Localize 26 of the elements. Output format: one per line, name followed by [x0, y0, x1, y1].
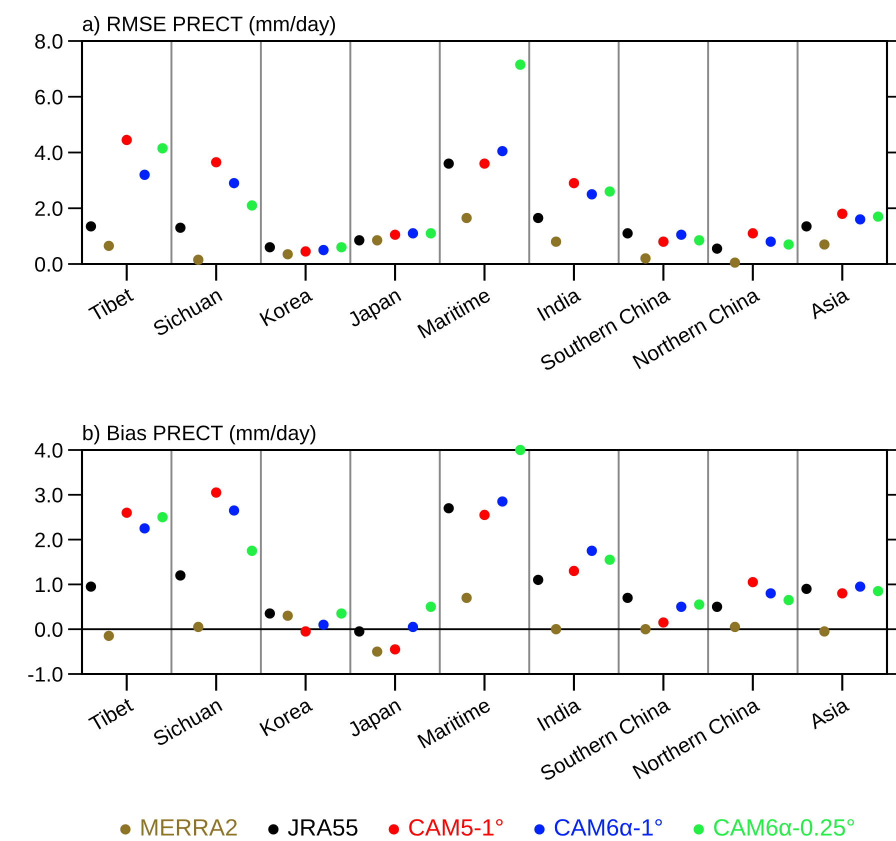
chart-title: a) RMSE PRECT (mm/day): [82, 16, 335, 36]
x-tick-label: India: [536, 286, 582, 322]
x-tick-label: Asia: [807, 286, 850, 320]
y-tick-label: 2.0: [35, 201, 62, 216]
y-tick-label: -1.0: [28, 667, 62, 682]
y-tick-label: 4.0: [34, 443, 62, 458]
chart-title: b) Bias PRECT (mm/day): [83, 424, 316, 444]
legend-label: CAM6α-1°: [554, 819, 662, 836]
x-tick-label: Tibet: [88, 696, 134, 732]
x-tick-label: Tibet: [88, 286, 134, 322]
legend-label: CAM5-1°: [409, 819, 503, 836]
y-tick-label: 8.0: [35, 34, 62, 49]
y-tick-label: 6.0: [35, 90, 62, 105]
y-tick-label: 3.0: [35, 488, 62, 503]
y-tick-label: 0.0: [35, 257, 62, 272]
y-tick-label: 1.0: [36, 577, 62, 592]
legend-label: MERRA2: [142, 819, 237, 836]
y-tick-label: 2.0: [35, 532, 62, 548]
y-tick-label: 4.0: [34, 146, 62, 160]
x-tick-label: India: [536, 696, 582, 732]
x-tick-label: Korea: [259, 286, 314, 326]
x-tick-label: Korea: [259, 696, 314, 736]
legend-label: JRA55: [288, 819, 358, 836]
y-tick-label: 0.0: [35, 622, 62, 637]
legend-label: CAM6α-0.25°: [714, 819, 854, 836]
x-tick-label: Asia: [807, 696, 850, 730]
